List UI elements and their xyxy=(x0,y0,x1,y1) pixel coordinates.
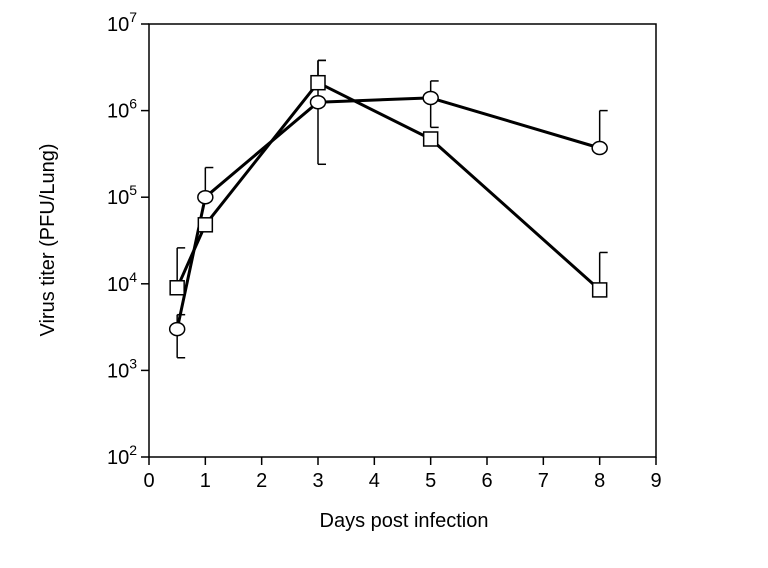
y-tick-base: 10 xyxy=(107,274,129,296)
y-tick-exponent: 4 xyxy=(129,269,137,285)
x-axis-ticks: 0 1 2 3 4 5 6 7 8 9 xyxy=(143,457,662,492)
y-tick-base: 10 xyxy=(107,447,129,469)
y-tick-exponent: 3 xyxy=(129,355,137,371)
circle-data-point xyxy=(591,140,608,156)
y-tick-base: 10 xyxy=(107,187,129,209)
y-tick-exponent: 2 xyxy=(129,442,137,458)
y-tick-label: 106 xyxy=(107,96,137,123)
square-data-point xyxy=(169,280,185,296)
x-tick-label: 2 xyxy=(256,470,267,492)
series-lines xyxy=(175,81,601,330)
y-tick-exponent: 6 xyxy=(129,96,137,112)
y-tick-base: 10 xyxy=(107,14,129,36)
x-tick-label: 5 xyxy=(425,470,436,492)
x-tick-label: 9 xyxy=(650,470,661,492)
circle-data-point xyxy=(197,189,214,205)
y-tick-label: 104 xyxy=(107,269,137,296)
square-data-point xyxy=(197,217,214,233)
circle-series-line xyxy=(175,96,601,330)
circle-data-point xyxy=(422,90,439,106)
y-tick-label: 102 xyxy=(107,442,137,469)
square-data-point xyxy=(422,131,439,147)
error-bars xyxy=(176,59,608,359)
circle-data-point xyxy=(309,94,327,110)
y-tick-exponent: 5 xyxy=(129,182,137,198)
x-tick-label: 6 xyxy=(481,470,492,492)
y-tick-label: 103 xyxy=(107,355,137,382)
y-tick-base: 10 xyxy=(107,360,129,382)
y-tick-exponent: 7 xyxy=(129,9,137,25)
y-tick-base: 10 xyxy=(107,101,129,123)
y-tick-label: 107 xyxy=(107,9,137,36)
series-markers xyxy=(168,74,608,337)
x-tick-label: 0 xyxy=(143,470,154,492)
x-axis-title: Days post infection xyxy=(320,510,489,532)
square-data-point xyxy=(591,282,608,298)
plot-frame xyxy=(148,23,657,458)
circle-data-point xyxy=(168,321,186,337)
x-tick-label: 4 xyxy=(369,470,380,492)
square-data-point xyxy=(310,74,326,91)
square-series-line xyxy=(175,81,601,292)
y-axis-title: Virus titer (PFU/Lung) xyxy=(37,143,59,336)
x-tick-label: 8 xyxy=(594,470,605,492)
x-tick-label: 1 xyxy=(200,470,211,492)
x-tick-label: 7 xyxy=(538,470,549,492)
x-tick-label: 3 xyxy=(312,470,323,492)
y-tick-label: 105 xyxy=(107,182,137,209)
